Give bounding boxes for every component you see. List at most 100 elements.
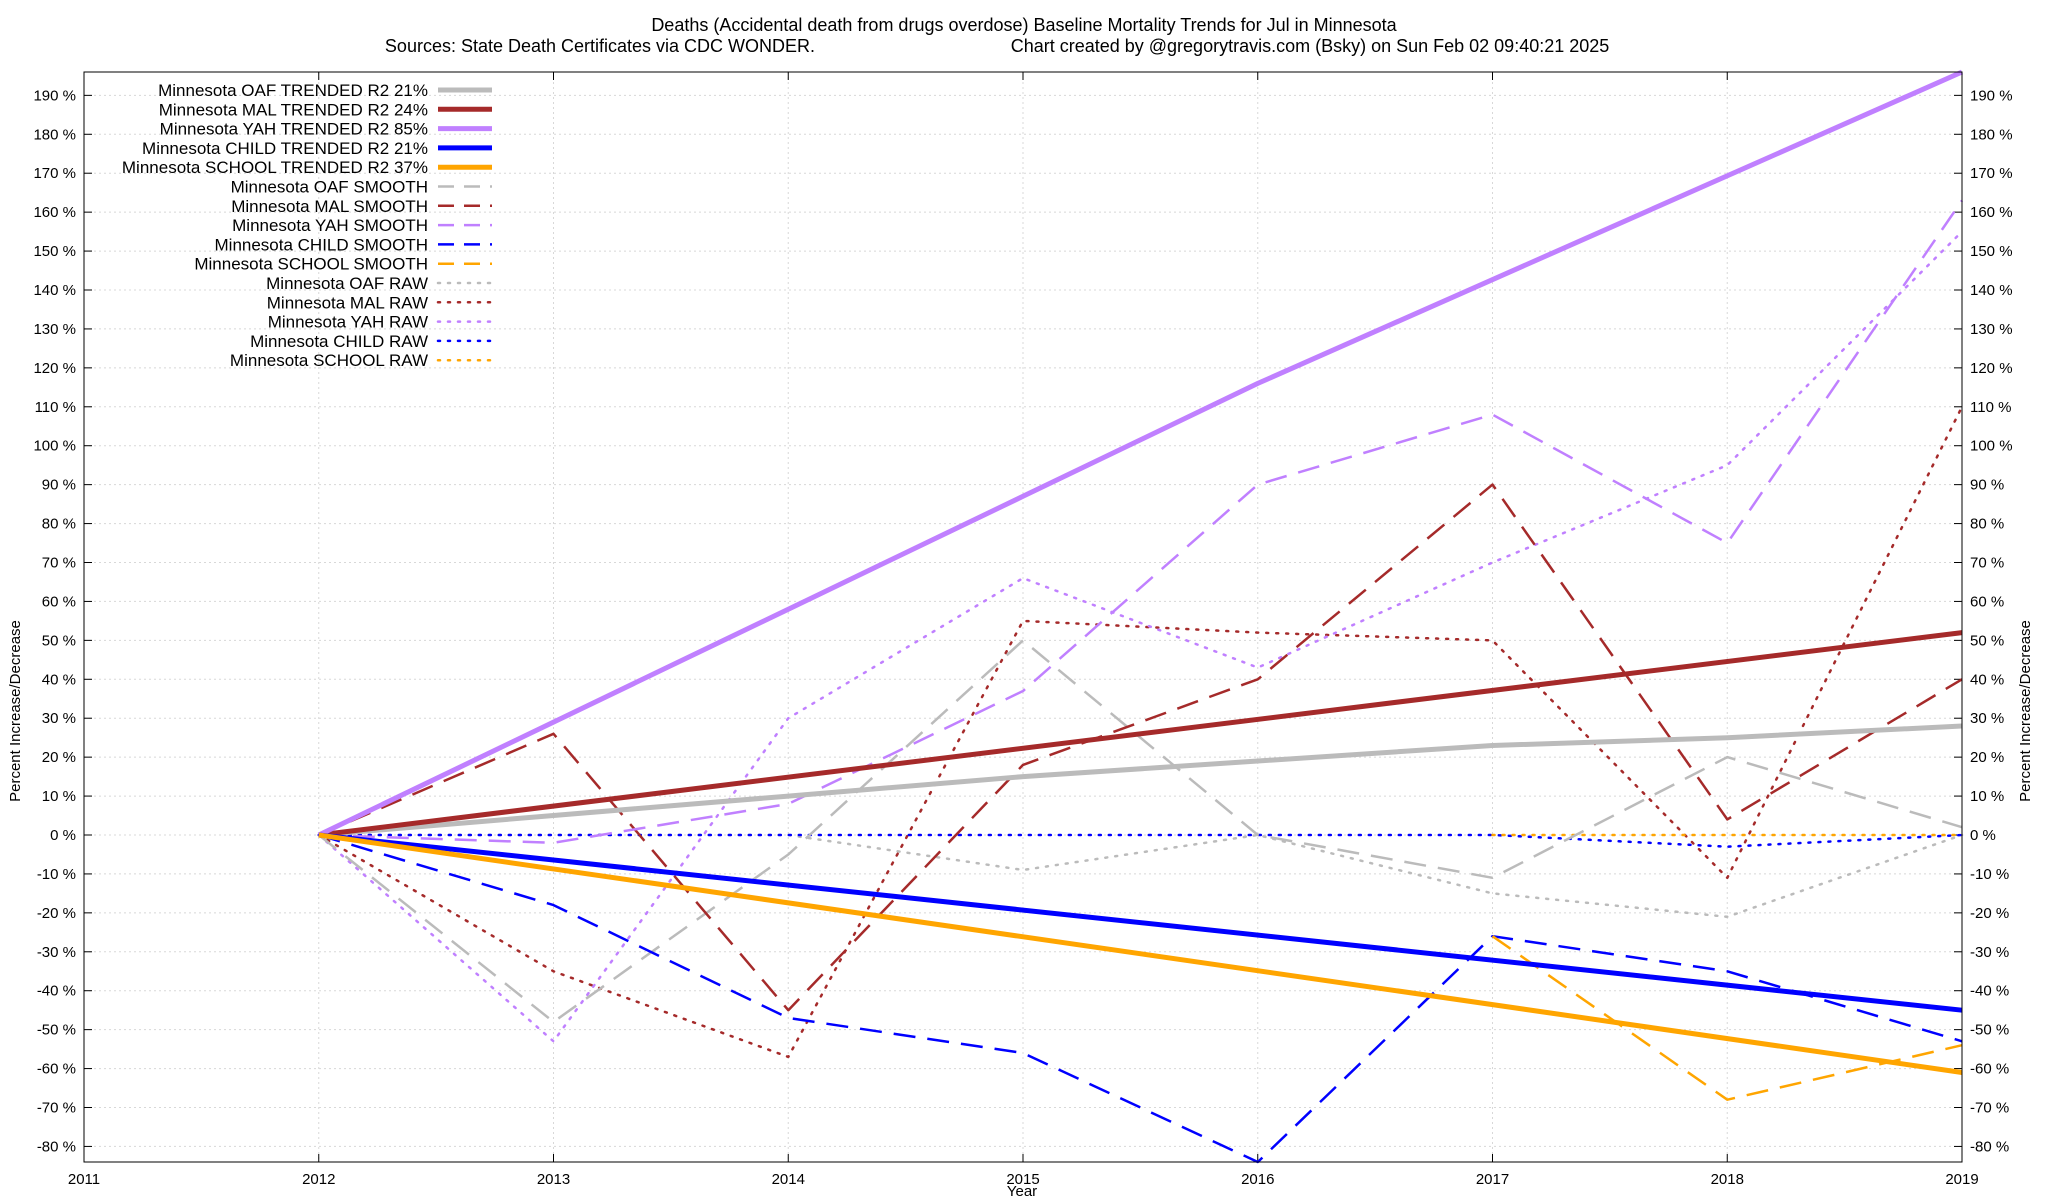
chart-title: Deaths (Accidental death from drugs over… (651, 15, 1397, 35)
legend-entry-label: Minnesota OAF RAW (266, 274, 428, 293)
y-axis-label-right: Percent Increase/Decrease (2017, 620, 2034, 802)
series-line-2 (317, 69, 1964, 838)
plot-frame (83, 71, 1963, 1163)
legend-entry-label: Minnesota SCHOOL TRENDED R2 37% (122, 158, 428, 177)
y-tick-label-left: -60 % (37, 1061, 76, 1078)
y-tick-label-right: 170 % (1970, 165, 2013, 182)
y-tick-label-left: 150 % (33, 243, 76, 260)
x-tick-label: 2017 (1476, 1171, 1509, 1188)
y-tick-label-right: 50 % (1970, 632, 2004, 649)
legend-entry-label: Minnesota CHILD SMOOTH (215, 235, 429, 254)
y-tick-label-left: 80 % (42, 516, 76, 533)
y-tick-label-right: -50 % (1970, 1022, 2009, 1039)
x-tick-label: 2018 (1711, 1171, 1744, 1188)
y-tick-label-right: 100 % (1970, 438, 2013, 455)
data-series (317, 69, 1964, 1164)
y-tick-label-left: 70 % (42, 555, 76, 572)
x-axis-label: Year (1007, 1183, 1037, 1200)
y-tick-label-left: 20 % (42, 749, 76, 766)
y-tick-label-left: 160 % (33, 204, 76, 221)
series-line-12 (317, 230, 1964, 1043)
y-tick-label-right: 130 % (1970, 321, 2013, 338)
y-tick-label-left: -10 % (37, 866, 76, 883)
y-axis-label-left: Percent Increase/Decrease (7, 620, 24, 802)
chart-subtitle-credit: Chart created by @gregorytravis.com (Bsk… (1011, 36, 1610, 56)
y-tick-label-left: 10 % (42, 788, 76, 805)
y-tick-label-right: 60 % (1970, 593, 2004, 610)
y-tick-label-right: -10 % (1970, 866, 2009, 883)
legend-entry-label: Minnesota OAF TRENDED R2 21% (158, 81, 428, 100)
series-line-0 (318, 723, 1963, 838)
y-tick-label-right: 180 % (1970, 126, 2013, 143)
y-tick-label-left: -80 % (37, 1138, 76, 1155)
y-tick-label-left: -70 % (37, 1100, 76, 1117)
y-tick-label-right: 30 % (1970, 710, 2004, 727)
x-tick-label: 2016 (1241, 1171, 1274, 1188)
x-tick-label: 2011 (68, 1171, 100, 1188)
legend-entry-label: Minnesota CHILD RAW (250, 332, 428, 351)
x-tick-label: 2012 (302, 1171, 335, 1188)
y-tick-label-right: -80 % (1970, 1138, 2009, 1155)
series-line-5 (318, 639, 1963, 1024)
y-tick-label-left: -40 % (37, 983, 76, 1000)
series-line-10 (317, 833, 1964, 919)
y-tick-label-left: 140 % (33, 282, 76, 299)
y-tick-label-right: 0 % (1970, 827, 1996, 844)
legend-entry-label: Minnesota MAL RAW (267, 293, 428, 312)
y-tick-label-left: 100 % (33, 438, 76, 455)
y-tick-label-left: 130 % (33, 321, 76, 338)
y-tick-label-right: 70 % (1970, 555, 2004, 572)
y-tick-label-left: 190 % (33, 87, 76, 104)
legend: Minnesota OAF TRENDED R2 21%Minnesota MA… (122, 81, 494, 370)
grid-lines (83, 72, 1963, 1162)
series-line-3 (318, 832, 1963, 1013)
series-line-13 (317, 833, 1964, 848)
legend-entry-label: Minnesota SCHOOL RAW (230, 351, 428, 370)
y-tick-label-left: 110 % (35, 399, 76, 416)
chart-subtitle-sources: Sources: State Death Certificates via CD… (385, 36, 815, 56)
y-tick-label-left: -20 % (37, 905, 76, 922)
y-tick-label-left: 90 % (42, 477, 76, 494)
series-line-4 (318, 832, 1963, 1075)
y-tick-label-right: -70 % (1970, 1100, 2009, 1117)
y-tick-label-right: 90 % (1970, 477, 2004, 494)
y-tick-label-right: 140 % (1970, 282, 2013, 299)
y-tick-label-right: 20 % (1970, 749, 2004, 766)
series-line-8 (318, 833, 1963, 1164)
legend-entry-label: Minnesota OAF SMOOTH (231, 178, 428, 197)
series-line-7 (318, 199, 1964, 845)
y-tick-label-right: 10 % (1970, 788, 2004, 805)
y-tick-label-right: 120 % (1970, 360, 2013, 377)
x-tick-label: 2015 (1006, 1171, 1039, 1188)
y-tick-label-left: 170 % (33, 165, 76, 182)
series-line-6 (318, 483, 1963, 1012)
y-tick-label-left: 30 % (42, 710, 76, 727)
y-tick-label-right: -20 % (1970, 905, 2009, 922)
y-tick-label-left: 180 % (33, 126, 76, 143)
x-tick-label: 2014 (772, 1171, 805, 1188)
y-tick-label-left: -30 % (37, 944, 76, 961)
y-tick-label-right: -60 % (1970, 1061, 2009, 1078)
axis-ticks: 2011 2012 2013 2014 2015 2016 2017 2018 2019 190 … (33, 72, 2013, 1188)
y-tick-label-left: 0 % (50, 827, 76, 844)
legend-entry-label: Minnesota YAH RAW (268, 313, 428, 332)
series-line-1 (318, 630, 1963, 838)
y-tick-label-right: 80 % (1970, 516, 2004, 533)
y-tick-label-right: 40 % (1970, 671, 2004, 688)
x-tick-label: 2019 (1945, 1171, 1978, 1188)
y-tick-label-right: -30 % (1970, 944, 2009, 961)
x-tick-label: 2013 (537, 1171, 570, 1188)
y-tick-label-left: 40 % (42, 671, 76, 688)
y-tick-label-right: 110 % (1970, 399, 2011, 416)
y-tick-label-left: 50 % (42, 632, 76, 649)
legend-entry-label: Minnesota MAL SMOOTH (231, 197, 428, 216)
legend-entry-label: Minnesota YAH SMOOTH (232, 216, 428, 235)
y-tick-label-right: 190 % (1970, 87, 2013, 104)
y-tick-label-right: 160 % (1970, 204, 2013, 221)
legend-entry-label: Minnesota MAL TRENDED R2 24% (159, 100, 428, 119)
legend-entry-label: Minnesota CHILD TRENDED R2 21% (142, 139, 428, 158)
y-tick-label-left: 120 % (33, 360, 76, 377)
y-tick-label-left: -50 % (37, 1022, 76, 1039)
y-tick-label-left: 60 % (42, 593, 76, 610)
